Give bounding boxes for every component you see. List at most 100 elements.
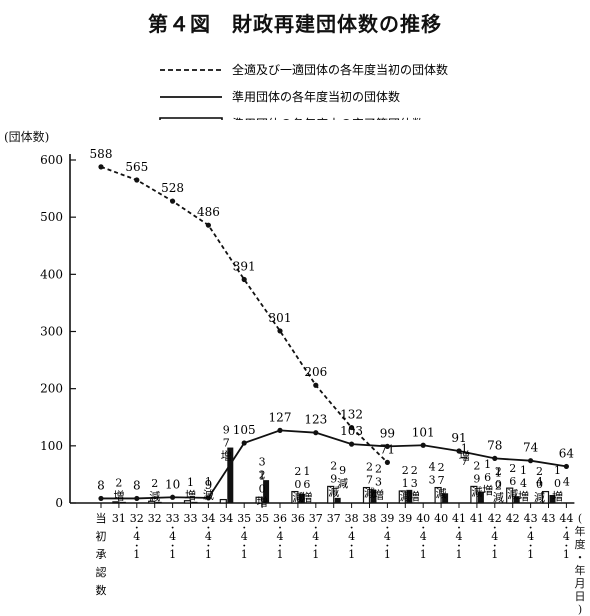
x-tick-label: 初 <box>96 529 107 543</box>
bar-completed <box>398 490 406 504</box>
data-point <box>205 495 211 501</box>
bar-completed <box>291 490 299 504</box>
x-tick-label: 数 <box>96 584 107 597</box>
annotation-label: 減 <box>203 487 214 501</box>
annotation-label: 1 <box>495 467 502 480</box>
annotation-label: 1 <box>402 477 409 490</box>
annotation-label: 2 <box>495 480 502 493</box>
data-label: 9 <box>205 478 213 492</box>
x-tick-label: 41 <box>452 512 466 525</box>
x-unit-char: 月 <box>574 577 586 590</box>
data-point <box>349 441 355 447</box>
bar-completed <box>148 500 156 504</box>
x-tick-label: 4 <box>527 530 534 543</box>
data-point <box>492 455 498 462</box>
data-point <box>313 382 319 388</box>
x-axis-unit-label: (年度・年月日) <box>572 512 588 616</box>
bar-completed <box>327 485 335 504</box>
x-tick-label: 40 <box>434 512 448 525</box>
annotation-label: 2 <box>259 468 266 481</box>
y-tick-label: 200 <box>40 382 63 396</box>
x-tick-label: 33 <box>184 512 198 525</box>
data-point <box>384 443 390 450</box>
data-label: 8 <box>133 478 141 492</box>
y-tick-label: 500 <box>40 210 63 224</box>
data-label: 391 <box>233 259 256 273</box>
data-point <box>277 427 283 433</box>
x-unit-char: ) <box>577 603 583 616</box>
y-tick-label: 100 <box>40 439 63 453</box>
annotation-label: 2 <box>438 461 445 474</box>
data-label: 528 <box>161 181 184 195</box>
x-tick-label: 4 <box>205 530 212 543</box>
data-point <box>98 495 104 502</box>
annotation-label: 1 <box>484 458 491 471</box>
annotation-label: 減 <box>471 484 482 498</box>
x-tick-label-dot: ・ <box>562 542 571 552</box>
data-label: 127 <box>269 410 292 424</box>
annotation-label: 3 <box>411 477 418 490</box>
data-label: 8 <box>97 478 105 492</box>
annotation-label: 減 <box>493 490 504 504</box>
data-label: 74 <box>523 441 539 455</box>
annotation-label: 1 <box>187 476 194 489</box>
x-tick-label: 39 <box>398 512 412 525</box>
annotation-label: 減 <box>400 489 411 503</box>
x-tick-label: 39 <box>380 512 394 525</box>
x-tick-label: 1 <box>277 548 284 561</box>
annotation-label: 増 <box>482 484 493 497</box>
bar-new <box>513 496 520 503</box>
annotation-label: 減 <box>507 487 518 501</box>
annotation-label: 2 <box>411 464 418 477</box>
annotation-label: 増 <box>552 490 563 503</box>
x-tick-label: 38 <box>345 512 359 525</box>
x-tick-label-dot: ・ <box>240 524 249 534</box>
bar-new <box>298 493 305 503</box>
x-tick-label: 1 <box>348 548 355 561</box>
annotation-label: 7 <box>366 473 373 486</box>
bar-new <box>119 501 126 503</box>
data-point <box>456 448 462 454</box>
x-tick-label: 36 <box>291 512 305 525</box>
data-label: 10 <box>165 477 180 491</box>
data-label: 206 <box>304 365 327 379</box>
x-tick-label: 4 <box>348 530 355 543</box>
x-tick-label: 1 <box>491 548 498 561</box>
x-tick-label: 1 <box>241 548 248 561</box>
x-tick-label: 4 <box>133 530 140 543</box>
x-tick-label-dot: ・ <box>204 542 213 552</box>
annotation-label: 3 <box>429 473 436 486</box>
annotation-label: 4 <box>429 460 436 473</box>
x-tick-label-dot: ・ <box>526 542 535 552</box>
x-tick-label: 1 <box>456 548 463 561</box>
annotation-label: 7 <box>438 474 445 487</box>
bar-new <box>442 493 449 503</box>
annotation-label: 2 <box>151 477 158 490</box>
annotation-label: 減 <box>149 489 160 503</box>
bar-completed <box>112 501 120 504</box>
x-tick-label: 42 <box>506 512 520 525</box>
x-tick-label: 41 <box>470 512 484 525</box>
x-tick-label-dot: ・ <box>204 524 213 534</box>
data-label: 91 <box>451 431 466 445</box>
x-tick-label-dot: ・ <box>132 524 141 534</box>
x-tick-label-dot: ・ <box>526 524 535 534</box>
annotation-label: 4 <box>536 475 543 488</box>
annotation-label: 3 <box>375 476 382 489</box>
x-tick-label: 44 <box>559 512 573 525</box>
x-tick-label: 1 <box>169 548 176 561</box>
x-tick-label: 32 <box>130 512 144 525</box>
x-tick-label-dot: ・ <box>240 542 249 552</box>
data-point <box>134 495 140 502</box>
annotation-label: 1 <box>520 464 527 477</box>
data-label: 588 <box>90 147 113 161</box>
x-tick-label: 34 <box>201 512 215 525</box>
x-tick-label: 34 <box>219 512 233 525</box>
data-point <box>384 459 390 466</box>
annotation-label: 1 <box>259 470 266 483</box>
annotation-label: 増 <box>185 489 196 502</box>
data-point <box>98 164 104 170</box>
data-point <box>241 440 247 446</box>
x-tick-label: 4 <box>456 530 463 543</box>
